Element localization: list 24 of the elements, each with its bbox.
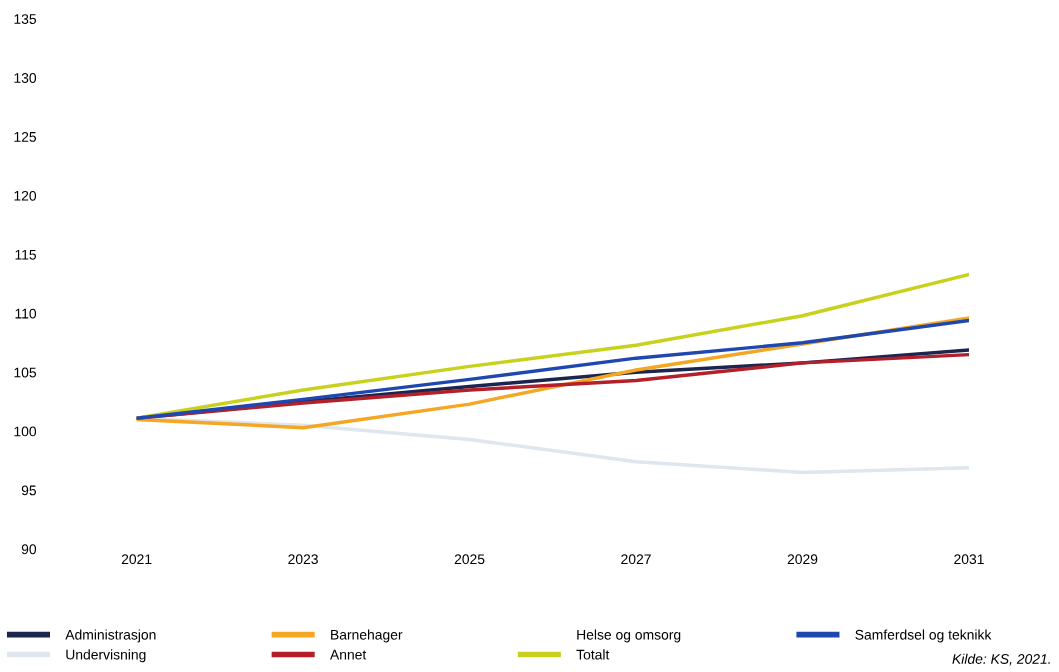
y-tick-label: 100 [14, 426, 37, 437]
y-tick-label: 115 [15, 249, 37, 260]
x-tick-label: 2031 [954, 554, 984, 565]
x-tick-label: 2025 [454, 554, 485, 565]
x-tick-label: 2027 [621, 554, 651, 565]
y-tick-label: 105 [14, 367, 37, 378]
y-tick-label: 95 [21, 485, 37, 496]
legend-label: Totalt [576, 649, 610, 660]
legend-label: Annet [330, 649, 367, 660]
y-tick-label: 90 [21, 544, 37, 555]
y-tick-label: 135 [14, 14, 37, 24]
text: Kilde: KS, 2021. [952, 653, 1050, 666]
y-tick-label: 110 [15, 308, 37, 319]
y-tick-label: 130 [14, 73, 37, 83]
x-tick-label: 2029 [787, 554, 818, 565]
x-tick-label: 2021 [121, 554, 152, 565]
y-tick-label: 125 [14, 131, 37, 142]
legend-label: Barnehager [331, 629, 403, 643]
x-tick-label: 2023 [288, 554, 318, 565]
text: Helse og omsorg [577, 629, 681, 643]
legend-label: Undervisning [66, 649, 146, 663]
legend-label: Samferdsel og teknikk [855, 629, 992, 643]
legend-label: Administrasjon [65, 629, 156, 643]
y-tick-label: 120 [14, 190, 37, 201]
